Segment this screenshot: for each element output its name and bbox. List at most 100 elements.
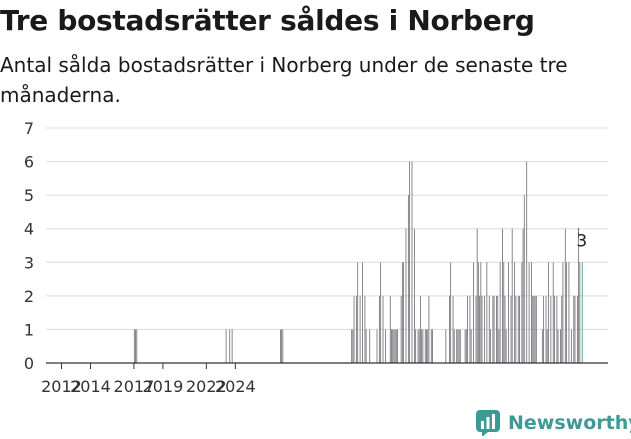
bar bbox=[229, 329, 231, 363]
bar bbox=[515, 295, 517, 363]
bar bbox=[564, 228, 566, 363]
bar bbox=[543, 295, 545, 363]
bar bbox=[397, 329, 398, 363]
bar bbox=[492, 295, 494, 363]
y-axis-ticks: 0 1 2 3 4 5 6 7 bbox=[24, 119, 34, 373]
bar bbox=[449, 295, 450, 363]
bar bbox=[470, 329, 472, 363]
bar bbox=[356, 295, 357, 363]
x-tick-label: 2022 bbox=[186, 377, 227, 396]
bar bbox=[496, 295, 497, 363]
bar bbox=[556, 295, 558, 363]
bar bbox=[498, 329, 500, 363]
bar bbox=[464, 329, 466, 363]
y-tick-label: 6 bbox=[24, 153, 34, 172]
bar bbox=[353, 295, 355, 363]
bar bbox=[581, 262, 583, 363]
bar bbox=[282, 329, 284, 363]
bar bbox=[490, 329, 491, 363]
bars bbox=[133, 161, 583, 363]
x-tick-label: 2017 bbox=[114, 377, 155, 396]
bar bbox=[427, 329, 429, 363]
bar bbox=[519, 295, 520, 363]
bar bbox=[365, 329, 367, 363]
bar bbox=[432, 329, 433, 363]
bar bbox=[417, 329, 419, 363]
bar bbox=[394, 329, 396, 363]
bar bbox=[554, 295, 555, 363]
bar bbox=[382, 295, 384, 363]
bar bbox=[279, 329, 281, 363]
bar bbox=[428, 295, 430, 363]
bar bbox=[484, 295, 485, 363]
bar bbox=[504, 295, 506, 363]
brand-name: Newsworthy bbox=[508, 412, 631, 434]
bar bbox=[479, 295, 481, 363]
bar bbox=[561, 295, 563, 363]
y-tick-label: 0 bbox=[24, 354, 34, 373]
bar bbox=[514, 262, 516, 363]
bar bbox=[502, 228, 503, 363]
bar bbox=[579, 262, 581, 363]
bar bbox=[411, 161, 413, 363]
bar bbox=[578, 228, 580, 363]
bar bbox=[545, 295, 547, 363]
bar bbox=[362, 262, 363, 363]
bar bbox=[568, 262, 570, 363]
bar bbox=[573, 295, 575, 363]
bar bbox=[401, 262, 403, 363]
bar bbox=[566, 262, 567, 363]
bar bbox=[521, 262, 523, 363]
bar bbox=[535, 295, 537, 363]
bar bbox=[497, 295, 499, 363]
bar bbox=[385, 329, 386, 363]
bar bbox=[532, 295, 534, 363]
bar bbox=[499, 262, 501, 363]
bar bbox=[422, 329, 424, 363]
bar bbox=[415, 329, 417, 363]
bar bbox=[421, 329, 423, 363]
bar bbox=[552, 262, 554, 363]
bar bbox=[477, 262, 479, 363]
grid-lines bbox=[46, 127, 608, 330]
bar bbox=[418, 329, 420, 363]
chart-title: Tre bostadsrätter såldes i Norberg bbox=[0, 4, 535, 37]
bar bbox=[511, 228, 513, 363]
bar bbox=[526, 161, 528, 363]
bar bbox=[488, 295, 490, 363]
bar bbox=[576, 295, 578, 363]
bar bbox=[533, 295, 535, 363]
bar bbox=[517, 295, 519, 363]
bar bbox=[281, 329, 283, 363]
x-tick-label: 2024 bbox=[215, 377, 256, 396]
bar bbox=[426, 329, 427, 363]
bar bbox=[480, 262, 482, 363]
x-tick-label: 2014 bbox=[70, 377, 111, 396]
bar bbox=[395, 329, 397, 363]
bar bbox=[351, 329, 353, 363]
bar bbox=[424, 329, 426, 363]
bar bbox=[405, 228, 407, 363]
bar bbox=[531, 262, 532, 363]
x-tick-label: 2019 bbox=[143, 377, 184, 396]
y-tick-label: 2 bbox=[24, 287, 34, 306]
bar bbox=[380, 262, 382, 363]
bar bbox=[413, 228, 415, 363]
bar bbox=[403, 262, 404, 363]
bar bbox=[453, 329, 455, 363]
bar bbox=[546, 329, 548, 363]
y-tick-label: 1 bbox=[24, 320, 34, 339]
bar bbox=[369, 329, 371, 363]
bar bbox=[550, 295, 552, 363]
bar bbox=[523, 195, 525, 363]
bar bbox=[534, 295, 536, 363]
y-tick-label: 7 bbox=[24, 119, 34, 138]
bar bbox=[452, 295, 454, 363]
bar bbox=[409, 161, 411, 363]
bar bbox=[225, 329, 227, 363]
bar bbox=[445, 329, 447, 363]
newsworthy-logo: Newsworthy bbox=[476, 408, 631, 438]
bar bbox=[510, 295, 512, 363]
